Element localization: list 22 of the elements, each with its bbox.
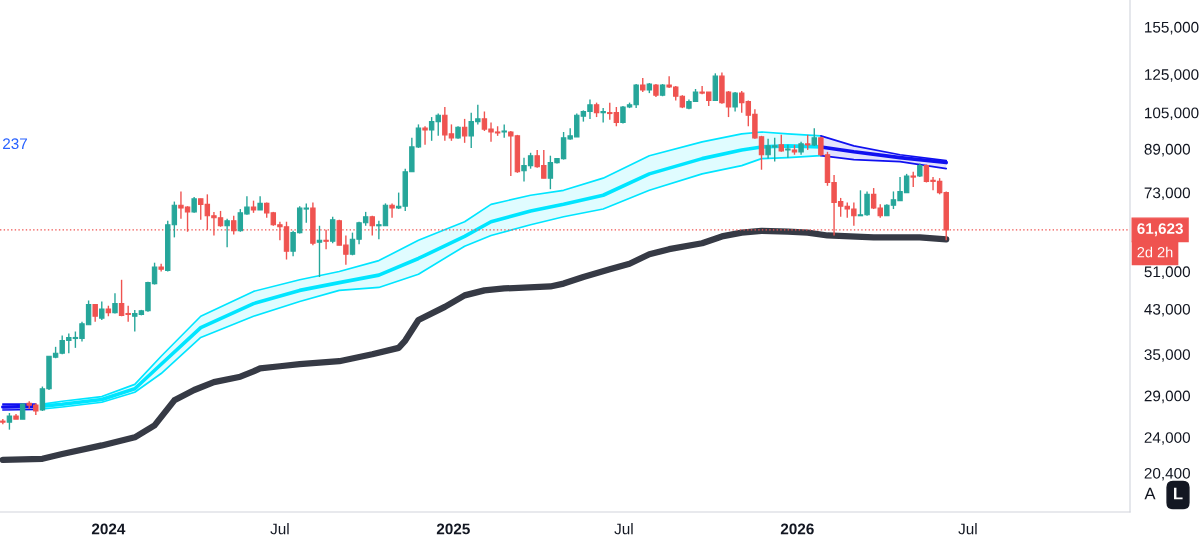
y-tick-label: 105,000 [1145, 107, 1199, 121]
y-tick-label: 29,000 [1144, 390, 1191, 404]
y-tick-label: 155,000 [1145, 21, 1199, 35]
x-tick-label: 2025 [436, 523, 470, 535]
y-tick-label: 20,400 [1144, 467, 1191, 481]
text: L [1174, 487, 1183, 500]
y-tick-label: 73,000 [1144, 187, 1191, 201]
y-tick-label: 35,000 [1144, 349, 1191, 362]
ref-line-label: 61,623 [1137, 223, 1183, 237]
x-tick-label: Jul [614, 523, 633, 535]
x-tick-label: 2024 [91, 523, 126, 535]
x-tick-label: Jul [958, 523, 977, 535]
y-tick-label: 24,000 [1144, 432, 1191, 445]
text: 2d 2h [1137, 246, 1173, 258]
text: A [1144, 487, 1156, 500]
y-tick-label: 43,000 [1144, 303, 1191, 317]
annotation: 237 [3, 138, 27, 150]
y-tick-label: 51,000 [1144, 266, 1191, 279]
y-tick-label: 89,000 [1144, 143, 1191, 157]
y-tick-label: 125,000 [1145, 69, 1199, 82]
x-tick-label: Jul [270, 523, 289, 535]
x-tick-label: 2026 [780, 523, 814, 535]
